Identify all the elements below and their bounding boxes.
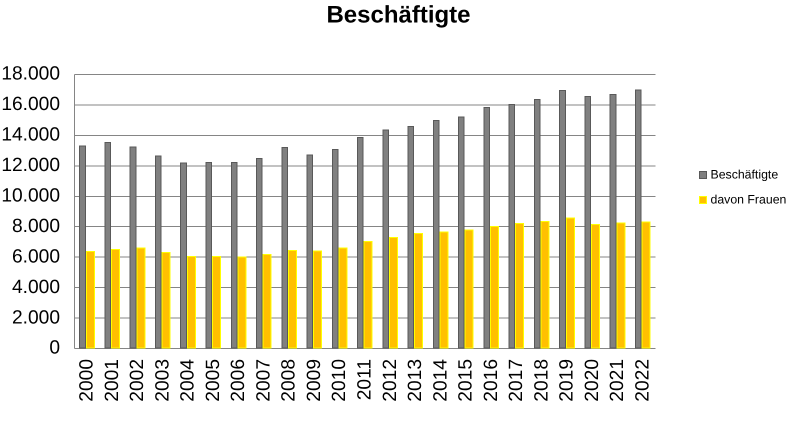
- svg-text:2021: 2021: [607, 359, 628, 402]
- svg-text:2000: 2000: [77, 359, 98, 402]
- svg-text:2007: 2007: [253, 359, 274, 402]
- svg-text:2003: 2003: [152, 359, 173, 402]
- svg-text:2005: 2005: [203, 359, 224, 402]
- svg-text:18.000: 18.000: [1, 64, 60, 85]
- svg-text:2022: 2022: [632, 359, 653, 402]
- svg-text:2019: 2019: [557, 359, 578, 402]
- svg-text:6.000: 6.000: [12, 246, 60, 267]
- svg-text:0: 0: [49, 338, 60, 359]
- svg-text:2015: 2015: [456, 359, 477, 402]
- svg-text:2018: 2018: [531, 359, 552, 402]
- svg-text:2010: 2010: [329, 359, 350, 402]
- svg-text:2004: 2004: [178, 359, 199, 402]
- svg-text:2014: 2014: [430, 359, 451, 402]
- svg-text:Beschäftigte: Beschäftigte: [326, 2, 470, 29]
- svg-text:2016: 2016: [481, 359, 502, 402]
- svg-text:2020: 2020: [582, 359, 603, 402]
- svg-text:2012: 2012: [380, 359, 401, 402]
- svg-text:8.000: 8.000: [12, 216, 60, 237]
- svg-text:2009: 2009: [304, 359, 325, 402]
- svg-text:davon Frauen: davon Frauen: [711, 193, 787, 207]
- svg-text:14.000: 14.000: [1, 125, 60, 146]
- svg-text:2.000: 2.000: [12, 307, 60, 328]
- svg-text:16.000: 16.000: [1, 94, 60, 115]
- svg-text:12.000: 12.000: [1, 155, 60, 176]
- svg-text:10.000: 10.000: [1, 185, 60, 206]
- svg-text:2011: 2011: [355, 359, 376, 400]
- svg-text:4.000: 4.000: [12, 277, 60, 298]
- svg-text:Beschäftigte: Beschäftigte: [711, 168, 779, 182]
- svg-text:2013: 2013: [405, 359, 426, 402]
- svg-text:2001: 2001: [102, 359, 123, 402]
- svg-text:2006: 2006: [228, 359, 249, 402]
- svg-text:2017: 2017: [506, 359, 527, 402]
- svg-text:2002: 2002: [127, 359, 148, 402]
- svg-text:2008: 2008: [279, 359, 300, 402]
